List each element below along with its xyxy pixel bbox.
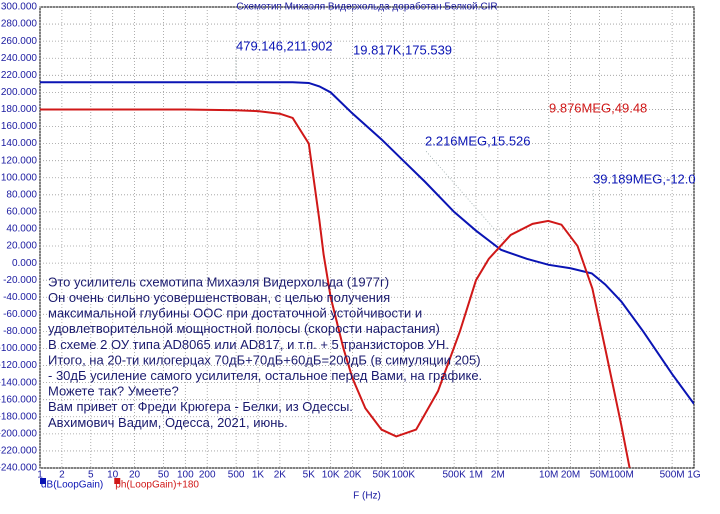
- annotation: 479.146,211.902: [236, 38, 333, 53]
- y-tick-label: -120.000: [0, 360, 37, 371]
- y-tick-label: 20.000: [6, 241, 37, 252]
- x-tick-label: 50M: [590, 470, 609, 481]
- y-tick-label: 80.000: [6, 189, 37, 200]
- note-line: Это усилитель схемотипа Михаэля Видерхол…: [48, 274, 389, 289]
- y-tick-label: 180.000: [1, 104, 38, 115]
- x-tick-label: 100: [177, 470, 194, 481]
- x-axis-label: F (Hz): [353, 491, 381, 502]
- y-tick-label: 200.000: [1, 87, 38, 98]
- y-tick-label: -220.000: [0, 446, 37, 457]
- annotation-leader: [424, 149, 505, 241]
- legend-entry: dB(LoopGain): [41, 480, 103, 491]
- note-line: Вам привет от Фреди Крюгера - Белки, из …: [48, 399, 353, 414]
- y-tick-label: 220.000: [1, 70, 38, 81]
- y-tick-label: 60.000: [6, 207, 37, 218]
- y-tick-label: 240.000: [1, 53, 38, 64]
- x-tick-label: 100K: [392, 470, 416, 481]
- x-tick-label: 2K: [274, 470, 287, 481]
- annotation-leader: [592, 187, 597, 273]
- x-tick-label: 200: [199, 470, 216, 481]
- series-line: [40, 81, 694, 405]
- x-tick-label: 1: [37, 470, 43, 481]
- x-tick-label: 100M: [609, 470, 634, 481]
- x-tick-label: 20: [129, 470, 141, 481]
- x-tick-label: 500M: [660, 470, 685, 481]
- y-tick-label: 280.000: [1, 19, 38, 30]
- annotation: 9.876MEG,49.48: [549, 100, 647, 115]
- y-tick-label: -160.000: [0, 394, 37, 405]
- y-tick-label: -100.000: [0, 343, 37, 354]
- note-line: Можете так? Умеете?: [48, 384, 179, 399]
- x-tick-label: 10K: [322, 470, 340, 481]
- y-tick-label: 260.000: [1, 36, 38, 47]
- x-tick-label: 20M: [561, 470, 580, 481]
- note-line: Он очень сильно усовершенствован, с цель…: [48, 290, 390, 305]
- note-line: удовлетворительной мощностной полосы (ск…: [48, 321, 440, 336]
- y-tick-label: -80.000: [3, 326, 37, 337]
- y-tick-label: 120.000: [1, 155, 38, 166]
- x-tick-label: 1G: [687, 470, 701, 481]
- x-tick-label: 2: [59, 470, 65, 481]
- x-tick-label: 5K: [303, 470, 316, 481]
- note-line: Авхимович Вадим, Одесса, 2021, июнь.: [48, 415, 288, 430]
- annotation: 19.817K,175.539: [353, 42, 452, 57]
- y-tick-label: 300.000: [1, 2, 38, 13]
- y-tick-label: -40.000: [3, 292, 37, 303]
- y-tick-label: -240.000: [0, 463, 37, 474]
- x-tick-label: 50K: [373, 470, 391, 481]
- y-tick-label: -180.000: [0, 411, 37, 422]
- y-tick-label: -20.000: [3, 275, 37, 286]
- x-tick-label: 1K: [252, 470, 265, 481]
- x-tick-label: 10M: [539, 470, 558, 481]
- series-line: [40, 108, 631, 468]
- y-tick-label: -200.000: [0, 428, 37, 439]
- y-tick-label: 140.000: [1, 138, 38, 149]
- chart-title: Схемотип Михаэля Видерхольда доработан Б…: [236, 0, 497, 12]
- grid: [39, 6, 695, 469]
- note-line: Итого, на 20-ти килогерцах 70дБ+70дБ+60д…: [48, 352, 481, 367]
- x-tick-label: 5: [88, 470, 94, 481]
- legend-swatch: [40, 478, 46, 484]
- annotation: 2.216MEG,15.526: [425, 133, 531, 148]
- x-tick-label: 500K: [442, 470, 466, 481]
- x-tick-label: 50: [158, 470, 170, 481]
- annotation: 39.189MEG,-12.0: [593, 171, 696, 186]
- y-tick-label: -140.000: [0, 377, 37, 388]
- y-tick-label: 160.000: [1, 121, 38, 132]
- y-tick-label: 100.000: [1, 172, 38, 183]
- lines: [40, 81, 694, 468]
- y-tick-label: 0.000: [12, 258, 37, 269]
- plot-area: [39, 6, 695, 469]
- y-tick-label: 40.000: [6, 224, 37, 235]
- x-tick-label: 1M: [469, 470, 483, 481]
- note-line: максимальной глубины ООС при достаточной…: [48, 306, 422, 321]
- legend-swatch: [114, 478, 121, 484]
- note-line: - 30дБ усиление самого усилителя, осталь…: [48, 368, 482, 383]
- x-tick-label: 500: [228, 470, 245, 481]
- x-tick-label: 20K: [344, 470, 362, 481]
- note-line: В схеме 2 ОУ типа AD8065 или AD817, и т.…: [48, 337, 449, 352]
- y-tick-label: -60.000: [3, 309, 37, 320]
- x-tick-label: 2M: [491, 470, 505, 481]
- legend-entry: ph(LoopGain)+180: [115, 480, 199, 491]
- overlay: 479.146,211.902 19.817K,175.539 2.216MEG,1…: [48, 38, 696, 429]
- x-tick-label: 10: [107, 470, 119, 481]
